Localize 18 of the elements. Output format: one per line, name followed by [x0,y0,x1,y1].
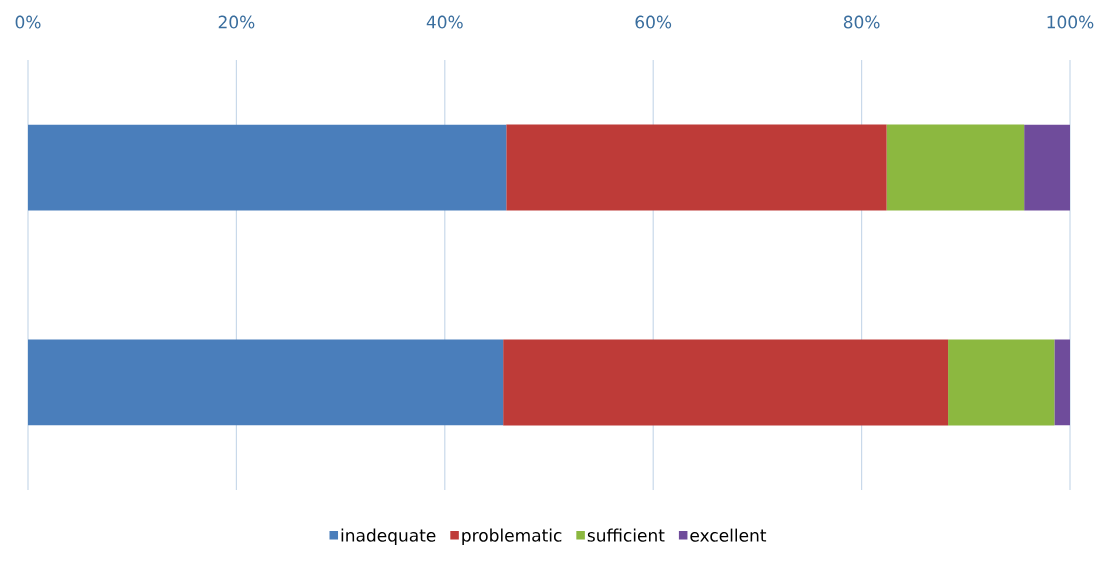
x-tick-label: 0% [15,15,41,29]
x-tick-label: 60% [635,15,672,29]
legend-label: inadequate [341,528,436,546]
legend-label: problematic [462,528,562,546]
bar [886,124,1025,211]
legend-label: excellent [690,528,767,542]
bar [28,124,507,211]
x-tick-label: 40% [426,15,463,29]
bar [1024,124,1071,211]
bar [28,339,504,426]
x-tick-label: 100% [1047,15,1094,29]
bar [948,339,1055,426]
x-tick-label: 80% [843,15,880,29]
bar [506,124,887,211]
x-tick-label: 20% [218,15,255,29]
bar [503,339,949,426]
bar [1054,339,1071,426]
legend-label: sufficient [587,528,665,542]
